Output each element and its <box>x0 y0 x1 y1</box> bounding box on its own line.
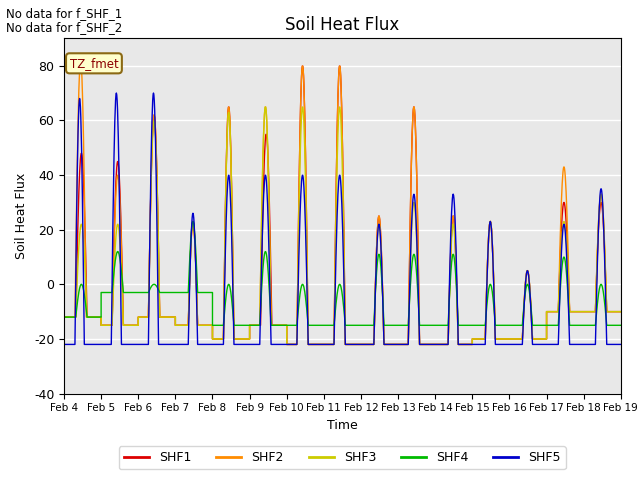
Legend: SHF1, SHF2, SHF3, SHF4, SHF5: SHF1, SHF2, SHF3, SHF4, SHF5 <box>119 446 566 469</box>
Text: No data for f_SHF_1: No data for f_SHF_1 <box>6 7 123 20</box>
X-axis label: Time: Time <box>327 419 358 432</box>
Text: TZ_fmet: TZ_fmet <box>70 57 118 70</box>
Y-axis label: Soil Heat Flux: Soil Heat Flux <box>15 173 28 259</box>
Title: Soil Heat Flux: Soil Heat Flux <box>285 16 399 34</box>
Text: No data for f_SHF_2: No data for f_SHF_2 <box>6 21 123 34</box>
